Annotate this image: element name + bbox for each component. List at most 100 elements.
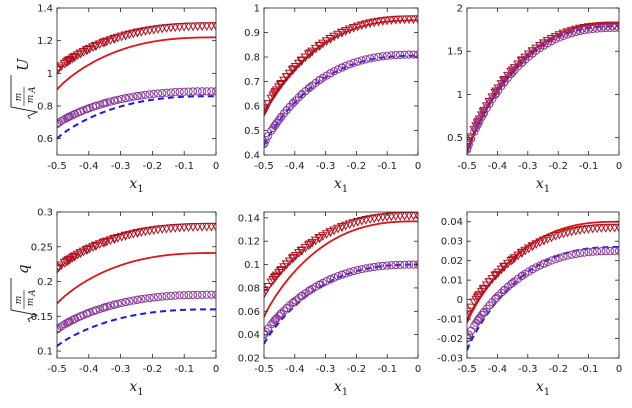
triangle-marker — [523, 50, 534, 60]
circle-marker — [365, 263, 375, 272]
circle-marker — [370, 262, 379, 272]
circle-marker — [149, 293, 158, 302]
triangle-marker — [484, 278, 495, 288]
circle-marker — [349, 267, 358, 276]
circle-marker — [117, 94, 126, 104]
circle-marker — [374, 52, 383, 61]
triangle-marker — [340, 221, 351, 231]
circle-marker — [539, 259, 548, 268]
x-tick-label: -0.4 — [79, 161, 99, 172]
circle-marker — [575, 249, 585, 258]
circle-marker — [508, 278, 517, 287]
axes-frame — [56, 7, 217, 156]
triangle-marker — [546, 35, 557, 44]
triangle-marker — [279, 76, 289, 86]
y-tick-label: 0.08 — [238, 283, 260, 294]
circle-marker — [282, 303, 291, 313]
circle-marker — [547, 256, 556, 265]
x-tick-label: 0 — [213, 161, 219, 172]
circle-marker — [153, 89, 163, 98]
triangle-marker — [562, 28, 573, 37]
circle-marker — [57, 323, 64, 333]
circle-marker — [543, 39, 552, 48]
circle-marker — [606, 246, 615, 256]
circle-marker — [145, 90, 154, 99]
triangle-marker — [305, 49, 316, 58]
triangle-marker — [531, 44, 542, 54]
circle-marker — [145, 293, 154, 303]
circle-marker — [158, 88, 167, 98]
triangle-marker — [293, 59, 304, 69]
series-line-solid — [57, 36, 216, 91]
circle-marker — [306, 83, 315, 92]
triangle-marker — [192, 22, 203, 32]
circle-marker — [400, 50, 409, 59]
series-line-solid — [264, 220, 418, 318]
circle-marker — [571, 249, 580, 259]
triangle-marker — [297, 246, 307, 256]
circle-marker — [149, 89, 158, 98]
triangle-marker — [329, 32, 339, 42]
triangle-marker — [307, 238, 318, 248]
x-tick-label: -0.4 — [488, 364, 508, 375]
triangle-marker — [307, 47, 318, 57]
circle-marker — [279, 306, 289, 315]
circle-marker — [207, 87, 216, 96]
triangle-marker — [197, 22, 207, 32]
triangle-marker — [516, 56, 527, 66]
triangle-marker — [356, 216, 367, 226]
y-tick-label: 0.02 — [238, 354, 260, 365]
y-tick-label: 1 — [47, 69, 53, 80]
triangle-marker — [300, 243, 311, 253]
circle-marker — [162, 88, 171, 97]
triangle-marker — [481, 102, 492, 112]
circle-marker — [547, 37, 556, 46]
x-tick-label: -0.2 — [143, 364, 163, 375]
triangle-marker — [484, 97, 495, 107]
circle-marker — [488, 95, 497, 104]
circle-marker — [357, 56, 366, 65]
circle-marker — [333, 65, 343, 74]
circle-marker — [575, 26, 585, 36]
series-group — [57, 222, 216, 347]
triangle-marker — [297, 56, 307, 66]
circle-marker — [559, 252, 568, 261]
circle-marker — [171, 88, 180, 97]
triangle-marker — [183, 22, 194, 32]
triangle-marker — [361, 216, 371, 225]
x-tick-label: -0.4 — [79, 364, 99, 375]
circle-marker — [597, 24, 606, 33]
circle-marker — [470, 127, 479, 136]
y-tick-label: 2 — [457, 4, 463, 15]
triangle-marker — [542, 37, 553, 46]
x-axis-label: x1 — [536, 379, 550, 398]
triangle-marker — [287, 66, 298, 76]
circle-marker — [330, 273, 339, 282]
circle-marker — [264, 329, 269, 338]
circle-marker — [125, 297, 134, 306]
circle-marker — [396, 50, 405, 59]
triangle-marker — [201, 22, 212, 32]
circle-marker — [567, 29, 576, 38]
y-tick-label: 0.03 — [441, 237, 463, 248]
series-line-dashed — [57, 308, 216, 347]
x-tick-label: -0.3 — [316, 364, 336, 375]
circle-marker — [597, 247, 606, 256]
triangle-marker — [300, 53, 311, 63]
y-axis-symbol: U — [14, 57, 32, 71]
circle-marker — [378, 261, 387, 271]
triangle-marker — [535, 41, 545, 51]
y-tick-label: 0.12 — [238, 237, 260, 248]
circle-marker — [563, 30, 572, 39]
circle-marker — [133, 295, 142, 304]
y-tick-label: 1.5 — [447, 47, 463, 58]
circle-marker — [588, 24, 597, 34]
circle-marker — [121, 297, 130, 307]
triangle-marker — [63, 256, 73, 266]
x-tick-label: -0.4 — [285, 161, 305, 172]
circle-marker — [270, 316, 279, 325]
circle-marker — [555, 33, 564, 42]
circle-marker — [272, 314, 281, 323]
circle-marker — [361, 55, 371, 64]
series-line-dashed — [57, 95, 216, 140]
